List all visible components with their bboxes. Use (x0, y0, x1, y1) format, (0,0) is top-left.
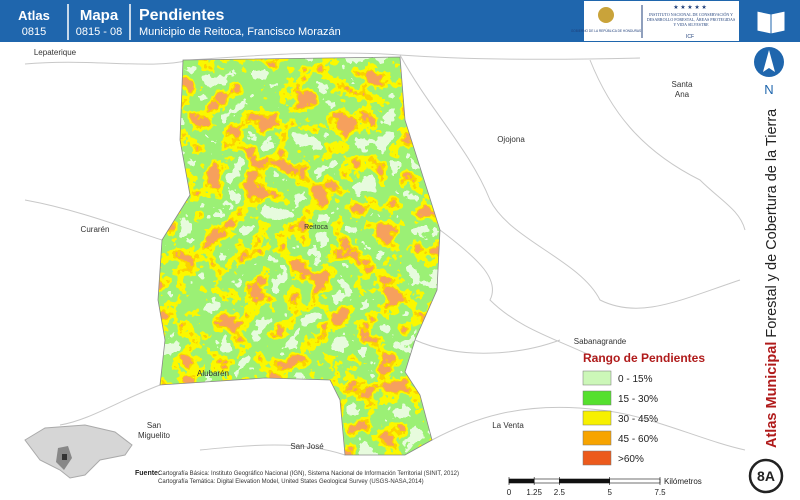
place-label: Sabanagrande (574, 337, 627, 346)
boundary (439, 229, 601, 361)
sheet-number: 8A (757, 468, 775, 484)
emblem (598, 7, 614, 23)
legend-swatch (582, 390, 612, 406)
scale-segment (508, 478, 535, 484)
scale-tick-label: 1.25 (526, 488, 542, 497)
legend: Rango de Pendientes 0 - 15% 15 - 30% 30 - … (582, 351, 705, 466)
source-line: Cartografía Básica: Instituto Geográfico… (158, 471, 459, 477)
scale-bar: Kilómetros 0 1.25 2.5 5 7.5 (507, 477, 702, 497)
scale-tick-label: 2.5 (554, 488, 566, 497)
scale-segment (533, 478, 560, 484)
source-label: Fuente: (135, 470, 160, 477)
series-rest: Forestal y de Cobertura de la Tierra (764, 108, 780, 338)
legend-swatch (582, 430, 612, 446)
scale-tick-label: 7.5 (654, 488, 666, 497)
stars: ★ ★ ★ ★ ★ (673, 4, 707, 11)
place-label: Reitoca (304, 224, 328, 231)
scale-unit: Kilómetros (664, 477, 702, 486)
sheet-badge (748, 458, 784, 494)
scale-segment (609, 478, 661, 484)
gov-logo-text: GOBIERNO DE LA REPÚBLICA DE HONDURAS (571, 28, 641, 33)
boundary (199, 444, 346, 456)
place-label: Ojojona (497, 135, 525, 144)
boundary (24, 52, 641, 65)
legend-swatch (582, 450, 612, 466)
boundary (24, 199, 163, 241)
boundaries (24, 52, 746, 456)
country-inset (24, 424, 133, 479)
map-subtitle: Municipio de Reitoca, Francisco Morazán (139, 26, 341, 38)
legend-swatch (582, 370, 612, 386)
legend-label: 45 - 60% (618, 434, 658, 445)
series-bold: Atlas Municipal (764, 342, 780, 448)
legend-label: 0 - 15% (618, 374, 653, 385)
institute-text: INSTITUTO NACIONAL DE CONSERVACIÓN Y DES… (646, 12, 736, 27)
boundary (59, 384, 161, 426)
scale-tick-label: 0 (507, 488, 512, 497)
north-arrow (763, 50, 775, 72)
boundary (414, 339, 561, 354)
legend-label: 30 - 45% (618, 414, 658, 425)
scale-segment (559, 478, 610, 484)
north-label: N (764, 82, 773, 97)
boundary (431, 406, 746, 451)
municipality-inset (62, 454, 67, 460)
map-label: Mapa (80, 7, 119, 24)
icf-acronym: ICF (686, 34, 694, 40)
place-label: San José (290, 442, 324, 451)
atlas-code: 0815 (22, 26, 46, 38)
map-title: Pendientes (139, 7, 224, 24)
source-line: Cartografía Temática: Digital Elevation … (158, 479, 424, 485)
scale-tick-label: 5 (607, 488, 612, 497)
place-label: La Venta (492, 421, 524, 430)
boundary (589, 59, 746, 231)
place-label: Santa (672, 80, 693, 89)
institute-box: INSTITUTO NACIONAL DE CONSERVACIÓN Y DES… (646, 12, 736, 27)
book-icon (756, 10, 786, 35)
place-label: Ana (675, 90, 690, 99)
place-label: Curarén (81, 225, 110, 234)
place-label: Alubarén (197, 369, 229, 378)
legend-label: 15 - 30% (618, 394, 658, 405)
legend-title: Rango de Pendientes (583, 351, 705, 365)
atlas-series: Atlas Municipal Forestal y de Cobertura d… (764, 108, 780, 448)
place-label: Miguelito (138, 431, 171, 440)
atlas-label: Atlas (18, 8, 50, 23)
place-label: San (147, 421, 161, 430)
municipality-outline (157, 56, 441, 456)
boundary (399, 54, 741, 309)
map-code: 0815 - 08 (76, 26, 122, 38)
legend-swatch (582, 410, 612, 426)
place-label: Lepaterique (34, 48, 77, 57)
legend-label: >60% (618, 454, 644, 465)
